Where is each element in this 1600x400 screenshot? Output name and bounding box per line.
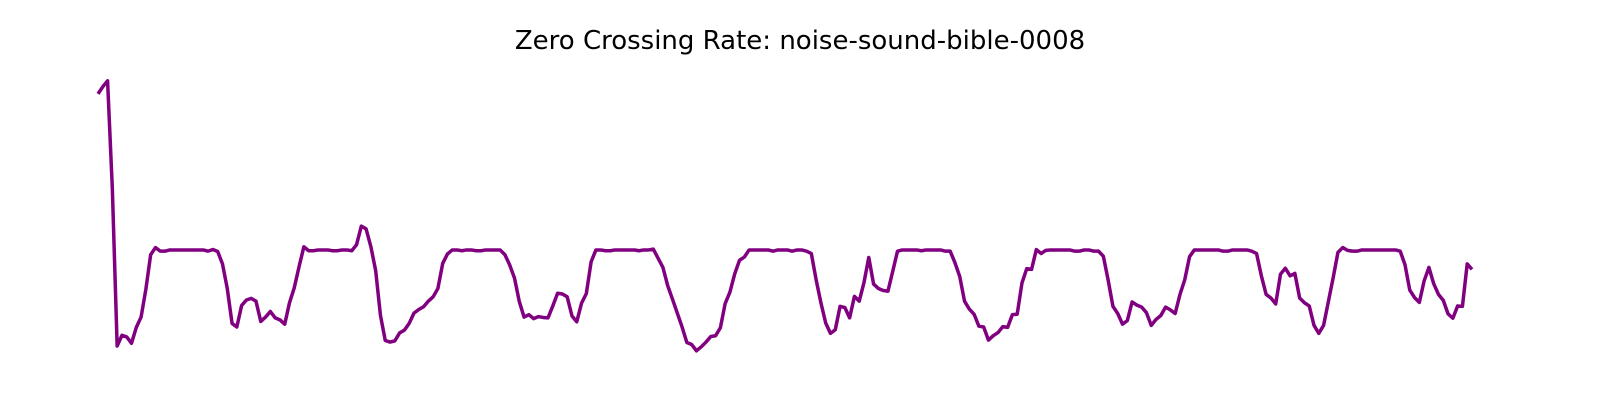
chart-title: Zero Crossing Rate: noise-sound-bible-00… (514, 26, 1086, 56)
zcr-series-line (96, 79, 1474, 353)
